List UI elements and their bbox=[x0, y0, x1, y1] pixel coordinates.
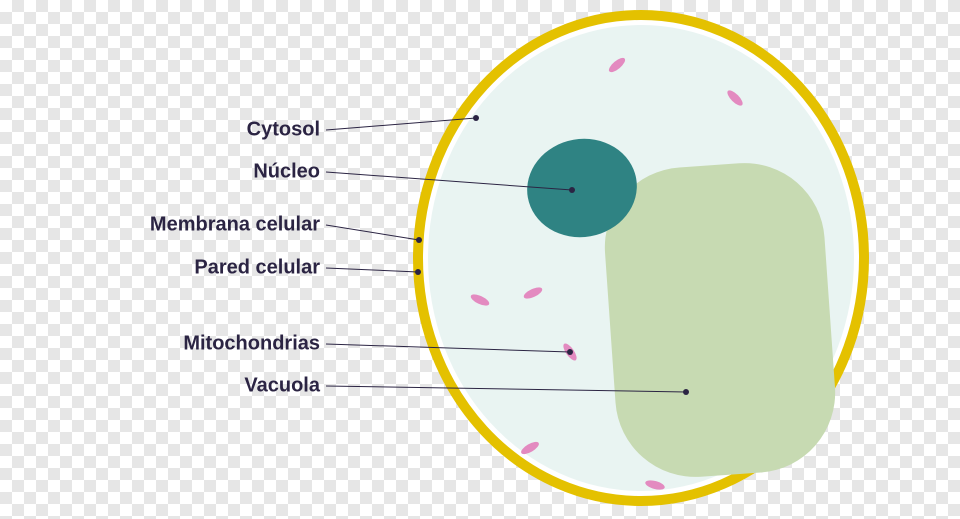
leader-dot-mito bbox=[567, 349, 573, 355]
leader-line-pared bbox=[326, 268, 418, 272]
leader-line-membrana bbox=[326, 225, 419, 240]
label-nucleo: Núcleo bbox=[253, 161, 320, 184]
label-mito: Mitochondrias bbox=[183, 333, 320, 356]
label-membrana: Membrana celular bbox=[150, 214, 320, 237]
leader-dot-membrana bbox=[416, 237, 422, 243]
vacuole bbox=[599, 158, 840, 483]
cell-diagram-svg bbox=[0, 0, 960, 519]
leader-dot-cytosol bbox=[473, 115, 479, 121]
label-pared: Pared celular bbox=[194, 257, 320, 280]
leader-dot-nucleo bbox=[569, 187, 575, 193]
label-vacuola: Vacuola bbox=[244, 375, 320, 398]
leader-dot-pared bbox=[415, 269, 421, 275]
leader-dot-vacuola bbox=[683, 389, 689, 395]
label-cytosol: Cytosol bbox=[247, 119, 320, 142]
